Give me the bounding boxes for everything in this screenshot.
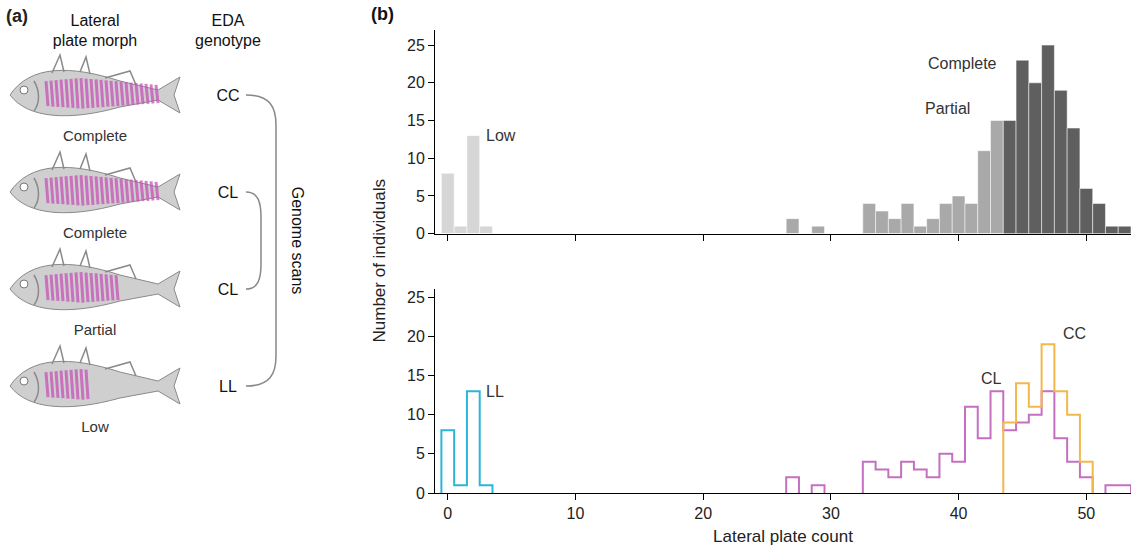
svg-text:Partial: Partial [74, 321, 117, 338]
svg-text:10: 10 [407, 150, 425, 167]
svg-text:plate morph: plate morph [53, 32, 138, 49]
svg-text:0: 0 [416, 225, 425, 242]
svg-text:Low: Low [486, 127, 516, 144]
svg-text:Low: Low [81, 418, 109, 435]
svg-text:0: 0 [443, 505, 452, 522]
svg-text:Complete: Complete [928, 55, 997, 72]
svg-text:Genome scans: Genome scans [289, 187, 306, 295]
svg-text:20: 20 [407, 74, 425, 91]
svg-text:10: 10 [567, 505, 585, 522]
svg-text:10: 10 [407, 406, 425, 423]
svg-text:CL: CL [981, 370, 1002, 387]
svg-text:CL: CL [218, 184, 239, 201]
svg-text:CL: CL [218, 281, 239, 298]
svg-text:Number of individuals: Number of individuals [370, 179, 389, 342]
svg-text:25: 25 [407, 37, 425, 54]
svg-text:LL: LL [486, 383, 504, 400]
svg-text:(a): (a) [6, 6, 28, 26]
svg-text:Lateral plate count: Lateral plate count [713, 527, 853, 546]
svg-text:Complete: Complete [63, 127, 127, 144]
svg-text:EDA: EDA [212, 12, 245, 29]
svg-text:25: 25 [407, 289, 425, 306]
svg-text:15: 15 [407, 367, 425, 384]
svg-text:0: 0 [416, 485, 425, 502]
svg-text:20: 20 [694, 505, 712, 522]
svg-text:Complete: Complete [63, 224, 127, 241]
svg-text:50: 50 [1077, 505, 1095, 522]
svg-text:20: 20 [407, 328, 425, 345]
svg-text:Partial: Partial [925, 100, 970, 117]
svg-text:5: 5 [416, 188, 425, 205]
svg-text:CC: CC [1063, 325, 1086, 342]
svg-text:15: 15 [407, 112, 425, 129]
svg-text:genotype: genotype [195, 32, 261, 49]
svg-text:30: 30 [822, 505, 840, 522]
svg-text:(b): (b) [371, 4, 394, 24]
svg-text:LL: LL [219, 378, 237, 395]
svg-text:CC: CC [216, 87, 239, 104]
svg-text:5: 5 [416, 445, 425, 462]
svg-text:40: 40 [950, 505, 968, 522]
svg-text:Lateral: Lateral [71, 12, 120, 29]
